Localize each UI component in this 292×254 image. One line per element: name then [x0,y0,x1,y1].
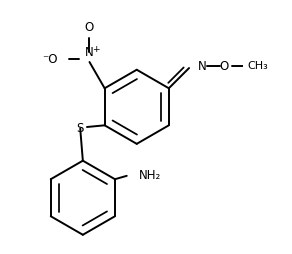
Text: ⁻O: ⁻O [42,53,58,66]
Text: O: O [85,21,94,34]
Text: NH₂: NH₂ [138,169,161,182]
Text: O: O [220,59,229,72]
Text: N: N [197,59,206,72]
Text: +: + [92,45,99,54]
Text: CH₃: CH₃ [247,61,268,71]
Text: N: N [85,46,94,59]
Text: S: S [77,122,84,135]
